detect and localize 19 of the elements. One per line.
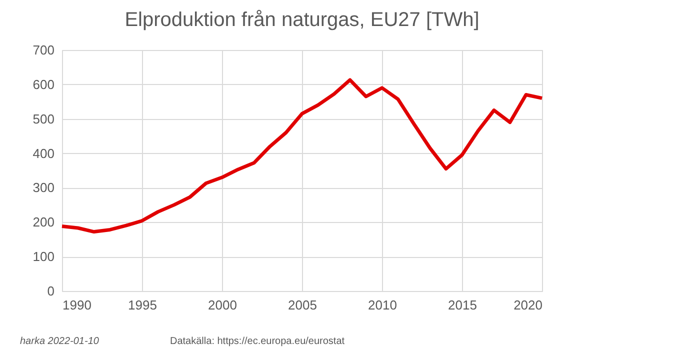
y-tick-label: 200 xyxy=(32,214,54,230)
y-tick-label: 100 xyxy=(32,249,54,264)
y-tick-label: 0 xyxy=(47,284,54,298)
line-series xyxy=(60,78,544,234)
text: harka 2022-01-10 xyxy=(20,336,100,347)
x-tick-label: 2015 xyxy=(448,298,477,312)
x-tick-label: 2005 xyxy=(288,298,317,312)
y-tick-label: 400 xyxy=(32,146,54,161)
text: Datakälla: https://ec.europa.eu/eurostat xyxy=(170,336,345,347)
x-tick-label: 2020 xyxy=(514,298,542,312)
chart-title: Elproduktion från naturgas, EU27 [TWh] xyxy=(124,9,480,31)
y-tick-label: 500 xyxy=(32,111,54,126)
y-tick-label: 300 xyxy=(32,180,54,196)
y-tick-label: 700 xyxy=(32,42,54,58)
y-tick-label: 600 xyxy=(32,76,54,92)
x-tick-label: 2010 xyxy=(368,298,397,312)
x-tick-label: 2000 xyxy=(208,298,237,312)
x-tick-label: 1995 xyxy=(128,298,157,312)
x-tick-label: 1990 xyxy=(62,298,92,312)
